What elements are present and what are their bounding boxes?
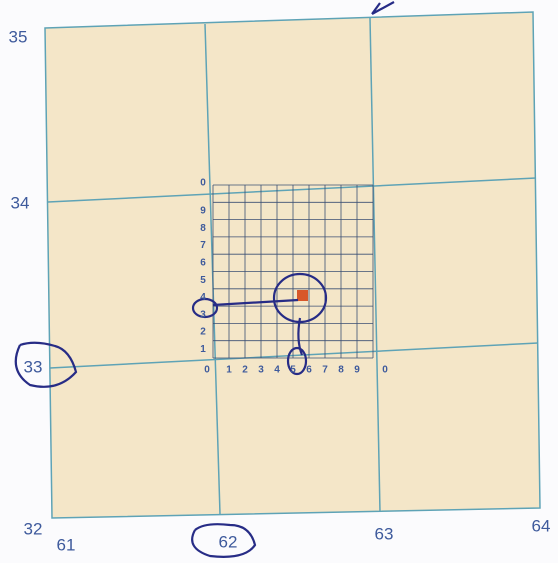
inner-x-label: 1 xyxy=(226,365,232,376)
easting-label: 63 xyxy=(375,524,394,543)
easting-label: 61 xyxy=(57,535,76,554)
inner-x-label: 2 xyxy=(242,365,248,376)
inner-x-label: 6 xyxy=(306,365,312,376)
inner-y-label: 3 xyxy=(200,309,206,320)
easting-label: 62 xyxy=(219,532,238,551)
inner-x-label: 0 xyxy=(382,365,388,376)
inner-y-label: 7 xyxy=(200,240,206,251)
northing-label: 32 xyxy=(24,519,43,538)
grid-lines xyxy=(47,17,539,515)
inner-x-label: 9 xyxy=(354,365,360,376)
easting-label: 64 xyxy=(532,516,551,535)
map-square xyxy=(44,11,541,519)
inner-y-label: 2 xyxy=(200,327,206,338)
inner-y-label: 5 xyxy=(200,275,206,286)
target-square xyxy=(297,290,308,301)
inner-y-label: 1 xyxy=(200,344,206,355)
inner-x-label: 5 xyxy=(290,365,296,376)
inner-grid xyxy=(212,184,374,359)
inner-x-label: 7 xyxy=(322,365,328,376)
inner-y-label: 8 xyxy=(200,223,206,234)
inner-x-label: 0 xyxy=(204,365,210,376)
inner-y-label: 4 xyxy=(200,292,206,303)
inner-x-label: 3 xyxy=(258,365,264,376)
inner-x-label: 8 xyxy=(338,365,344,376)
northing-label: 35 xyxy=(9,27,28,46)
inner-y-label: 0 xyxy=(200,178,206,189)
northing-label: 34 xyxy=(11,193,30,212)
annotations xyxy=(14,1,395,558)
inner-y-label: 9 xyxy=(200,206,206,217)
inner-y-label: 6 xyxy=(200,257,206,268)
inner-x-label: 4 xyxy=(274,365,280,376)
northing-label: 33 xyxy=(24,357,43,376)
